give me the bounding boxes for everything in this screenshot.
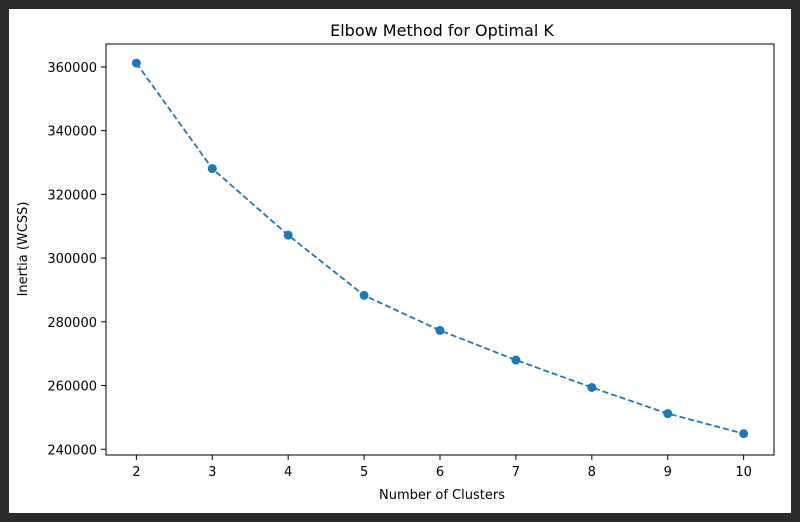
x-tick-label: 9 — [664, 465, 672, 480]
data-point — [359, 290, 369, 300]
series-line — [135, 62, 744, 435]
data-point — [283, 230, 293, 240]
data-point — [587, 382, 597, 392]
x-tick-label: 5 — [360, 465, 368, 480]
y-tick-label: 360000 — [47, 61, 97, 76]
figure: Elbow Method for Optimal K 2 3 4 5 6 7 8 9 10 24… — [9, 9, 791, 513]
x-tick-label: 8 — [588, 465, 596, 480]
x-axis: 2 3 4 5 6 7 8 9 10 — [132, 455, 752, 480]
y-tick-label: 300000 — [47, 252, 97, 267]
y-axis: 240000 260000 280000 300000 320000 340000 3600… — [47, 61, 106, 458]
data-point — [131, 58, 141, 68]
data-point — [207, 164, 217, 174]
y-tick-label: 340000 — [47, 125, 97, 140]
data-point — [739, 429, 749, 439]
x-tick-label: 2 — [132, 465, 140, 480]
x-tick-label: 3 — [208, 465, 216, 480]
x-tick-label: 4 — [284, 465, 292, 480]
y-tick-label: 260000 — [47, 380, 97, 395]
x-axis-label: Number of Clusters — [379, 488, 505, 503]
y-axis-label: Inertia (WCSS) — [16, 202, 31, 297]
data-point — [511, 355, 521, 365]
data-points — [131, 58, 749, 439]
x-tick-label: 6 — [436, 465, 444, 480]
y-tick-label: 240000 — [47, 443, 97, 458]
elbow-chart: Elbow Method for Optimal K 2 3 4 5 6 7 8 9 10 24… — [16, 21, 775, 503]
x-tick-label: 10 — [735, 465, 752, 480]
x-tick-label: 7 — [512, 465, 520, 480]
data-point — [663, 409, 673, 419]
chart-title: Elbow Method for Optimal K — [330, 21, 554, 40]
plot-area — [105, 43, 775, 456]
y-tick-label: 280000 — [47, 316, 97, 331]
y-tick-label: 320000 — [47, 188, 97, 203]
data-point — [435, 325, 445, 335]
